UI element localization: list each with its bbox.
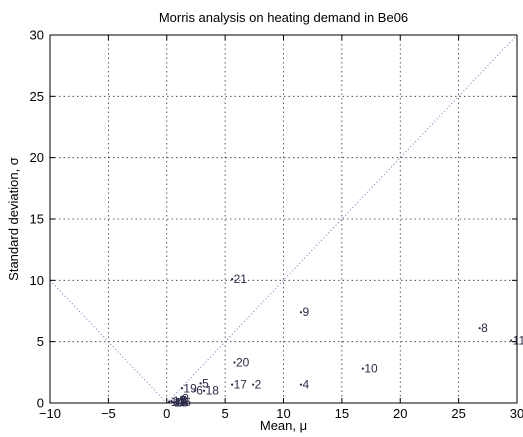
reference-line: [166, 34, 518, 404]
data-point-label: 17: [234, 378, 248, 392]
data-point-marker: [203, 389, 206, 392]
x-tick-label: 30: [510, 406, 523, 421]
data-point-label: 1: [179, 393, 186, 407]
data-point-marker: [233, 361, 236, 364]
data-point-marker: [180, 387, 184, 390]
data-point-label: 19: [183, 381, 197, 395]
data-point-marker: [252, 383, 255, 386]
data-point-label: 6: [196, 384, 203, 398]
x-tick-label: −10: [39, 406, 61, 421]
data-point-label: 10: [364, 362, 378, 376]
data-point-marker: [199, 382, 202, 385]
data-point-label: 7: [180, 394, 187, 408]
data-point-label: 14: [171, 395, 185, 409]
data-point-label: 4: [303, 378, 310, 392]
y-tick-label: 5: [37, 334, 44, 349]
chart-title: Morris analysis on heating demand in Be0…: [159, 10, 408, 25]
data-point-marker: [179, 397, 182, 400]
data-point-label: 11: [513, 333, 523, 347]
data-point-marker: [170, 400, 173, 403]
y-axis-title: Standard deviation, σ: [6, 157, 21, 281]
data-point-marker: [361, 367, 364, 370]
data-point-label: 21: [234, 272, 248, 286]
data-point-marker: [231, 383, 234, 386]
data-point-label: 8: [481, 321, 488, 335]
data-point-label: 9: [303, 305, 310, 319]
data-point-marker: [193, 389, 196, 392]
y-tick-label: 30: [30, 28, 44, 43]
data-point-marker: [174, 400, 178, 403]
reference-line: [49, 279, 168, 404]
y-tick-label: 25: [30, 89, 44, 104]
data-point-label: 20: [236, 356, 250, 370]
x-tick-label: 15: [335, 406, 349, 421]
data-point-label: 2: [255, 378, 262, 392]
y-tick-label: 10: [30, 273, 44, 288]
y-tick-label: 15: [30, 212, 44, 227]
data-point-label: 3: [182, 392, 189, 406]
x-tick-label: −5: [101, 406, 116, 421]
data-point-marker: [510, 339, 513, 342]
data-point-label: 12: [173, 394, 187, 408]
data-point-marker: [172, 401, 175, 404]
data-point-marker: [299, 383, 303, 386]
data-point-label: 5: [202, 376, 209, 390]
data-point-label: 15: [175, 395, 189, 409]
x-tick-label: 0: [163, 406, 170, 421]
y-tick-label: 20: [30, 150, 44, 165]
data-point-label: 16: [178, 395, 192, 409]
data-point-label: 18: [206, 384, 220, 398]
y-tick-label: 0: [37, 396, 44, 411]
data-point-marker: [167, 400, 171, 403]
x-tick-label: 10: [276, 406, 290, 421]
grid-lines: [50, 35, 517, 403]
x-axis-title: Mean, μ: [260, 418, 307, 433]
data-point-marker: [231, 278, 234, 281]
data-point-marker: [478, 327, 481, 330]
data-point-marker: [176, 398, 179, 402]
x-tick-label: 5: [222, 406, 229, 421]
x-tick-label: 20: [393, 406, 407, 421]
data-point-marker: [299, 311, 303, 314]
x-tick-label: 25: [451, 406, 465, 421]
reference-lines: [49, 34, 518, 404]
